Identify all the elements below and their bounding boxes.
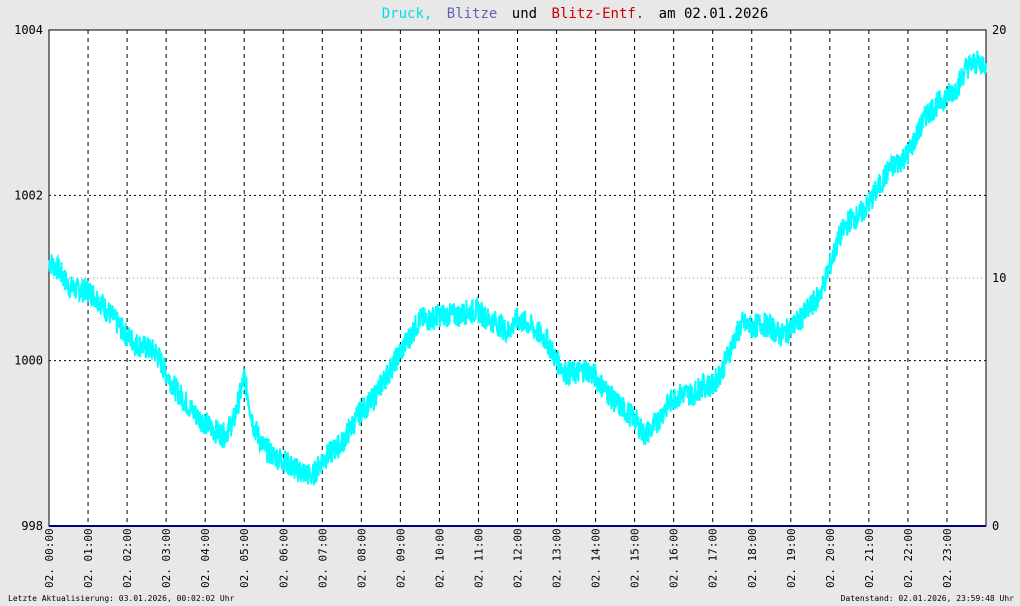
title-blitze: Blitze <box>447 6 498 22</box>
druck-line <box>48 50 987 486</box>
title-date: am 02.01.2026 <box>659 6 769 22</box>
x-tick-label: 02. 08:00 <box>355 528 368 588</box>
x-tick-label: 02. 03:00 <box>160 528 173 588</box>
x-tick-label: 02. 22:00 <box>902 528 915 588</box>
x-tick-label: 02. 00:00 <box>43 528 56 588</box>
footer-last-update: Letzte Aktualisierung: 03.01.2026, 00:02… <box>8 594 235 603</box>
x-tick-label: 02. 01:00 <box>82 528 95 588</box>
title-druck: Druck, <box>382 6 433 22</box>
title-blitz-entf: Blitz-Entf. <box>552 6 645 22</box>
druck-series <box>48 50 987 486</box>
y-axis-left: 998 1000 1002 1004 <box>14 23 43 533</box>
x-tick-label: 02. 06:00 <box>277 528 290 588</box>
title-und: und <box>512 6 537 22</box>
x-tick-label: 02. 17:00 <box>707 528 720 588</box>
y-left-tick-label: 998 <box>21 519 43 533</box>
x-tick-label: 02. 23:00 <box>941 528 954 588</box>
x-tick-label: 02. 20:00 <box>824 528 837 588</box>
y-right-tick-label: 0 <box>992 519 999 533</box>
y-axis-right: 0 10 20 <box>992 23 1006 533</box>
x-tick-label: 02. 18:00 <box>746 528 759 588</box>
x-tick-label: 02. 09:00 <box>394 528 407 588</box>
x-tick-label: 02. 07:00 <box>316 528 329 588</box>
x-tick-label: 02. 11:00 <box>472 528 485 588</box>
x-tick-label: 02. 04:00 <box>199 528 212 588</box>
x-tick-label: 02. 14:00 <box>590 528 603 588</box>
y-left-tick-label: 1004 <box>14 23 43 37</box>
x-tick-label: 02. 15:00 <box>629 528 642 588</box>
x-tick-label: 02. 16:00 <box>668 528 681 588</box>
x-tick-label: 02. 05:00 <box>238 528 251 588</box>
y-left-tick-label: 1002 <box>14 188 43 202</box>
x-tick-label: 02. 10:00 <box>433 528 446 588</box>
y-right-tick-label: 10 <box>992 271 1006 285</box>
x-axis: 02. 00:00 02. 01:00 02. 02:00 02. 03:00 02. … <box>43 528 954 588</box>
x-tick-label: 02. 19:00 <box>785 528 798 588</box>
chart-title: Druck, Blitze und Blitz-Entf. am 02.01.2… <box>382 6 769 22</box>
x-tick-label: 02. 21:00 <box>863 528 876 588</box>
footer-data-status: Datenstand: 02.01.2026, 23:59:48 Uhr <box>841 594 1015 603</box>
grid-lines <box>49 30 986 526</box>
x-tick-label: 02. 12:00 <box>512 528 525 588</box>
x-tick-label: 02. 02:00 <box>121 528 134 588</box>
x-tick-label: 02. 13:00 <box>551 528 564 588</box>
y-left-tick-label: 1000 <box>14 354 43 368</box>
y-right-tick-label: 20 <box>992 23 1006 37</box>
